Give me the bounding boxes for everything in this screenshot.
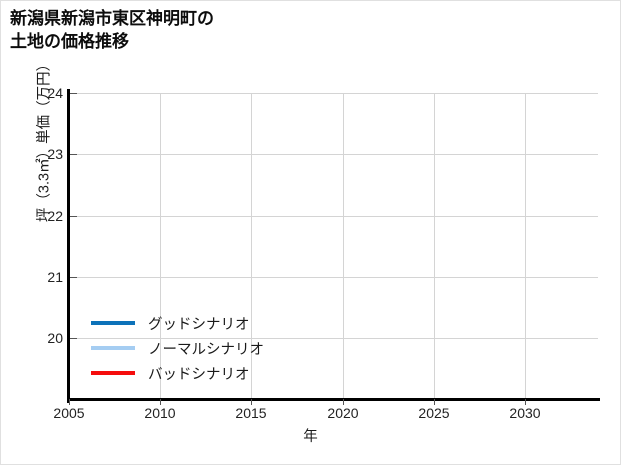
- legend-label-bad: バッドシナリオ: [148, 366, 250, 383]
- plot-background: [69, 93, 598, 399]
- gridline-x-2030: [525, 93, 526, 399]
- gridline-y-24: [69, 93, 598, 94]
- x-tick-2005: [69, 399, 70, 405]
- x-axis-title: 年: [303, 429, 318, 445]
- gridline-y-20: [69, 338, 598, 339]
- y-tick-24: [70, 93, 77, 94]
- y-axis-line: [67, 89, 70, 403]
- x-tick-label-2020: 2020: [327, 405, 359, 421]
- gridline-y-21: [69, 277, 598, 278]
- x-tick-2015: [251, 399, 252, 405]
- plot-area: [69, 93, 598, 399]
- legend-item-normal[interactable]: ノーマルシナリオ: [91, 339, 264, 358]
- x-tick-2010: [160, 399, 161, 405]
- x-tick-label-2025: 2025: [418, 405, 450, 421]
- gridline-x-2025: [434, 93, 435, 399]
- gridline-x-2020: [343, 93, 344, 399]
- legend-swatch-bad: [91, 371, 135, 375]
- x-tick-label-2030: 2030: [509, 405, 541, 421]
- y-tick-21: [70, 277, 77, 278]
- x-tick-label-2015: 2015: [235, 405, 267, 421]
- gridline-y-22: [69, 216, 598, 217]
- x-tick-2020: [343, 399, 344, 405]
- y-tick-label-22: 22: [47, 208, 63, 224]
- legend-swatch-good: [91, 321, 135, 325]
- y-tick-label-23: 23: [47, 146, 63, 162]
- legend-item-good[interactable]: グッドシナリオ: [91, 314, 264, 333]
- legend-label-good: グッドシナリオ: [148, 316, 250, 333]
- x-tick-label-2005: 2005: [53, 405, 85, 421]
- y-tick-label-20: 20: [47, 330, 63, 346]
- x-axis-line: [67, 398, 600, 401]
- gridline-x-2010: [160, 93, 161, 399]
- x-tick-2030: [525, 399, 526, 405]
- gridline-x-2015: [251, 93, 252, 399]
- y-axis-title: 坪（3.3㎡）単価（万円）: [36, 56, 53, 223]
- gridline-y-23: [69, 154, 598, 155]
- y-axis-tick-labels: 24 23 22 21 20: [17, 1, 63, 466]
- x-tick-2025: [434, 399, 435, 405]
- legend-label-normal: ノーマルシナリオ: [148, 341, 264, 358]
- legend-item-bad[interactable]: バッドシナリオ: [91, 364, 264, 383]
- x-tick-label-2010: 2010: [144, 405, 176, 421]
- y-tick-label-21: 21: [47, 269, 63, 285]
- y-tick-23: [70, 154, 77, 155]
- y-tick-22: [70, 216, 77, 217]
- y-tick-label-24: 24: [47, 85, 63, 101]
- y-tick-20: [70, 338, 77, 339]
- chart-legend: グッドシナリオ ノーマルシナリオ バッドシナリオ: [91, 314, 264, 383]
- chart-title: 新潟県新潟市東区神明町の 土地の価格推移: [10, 9, 214, 52]
- legend-swatch-normal: [91, 346, 135, 350]
